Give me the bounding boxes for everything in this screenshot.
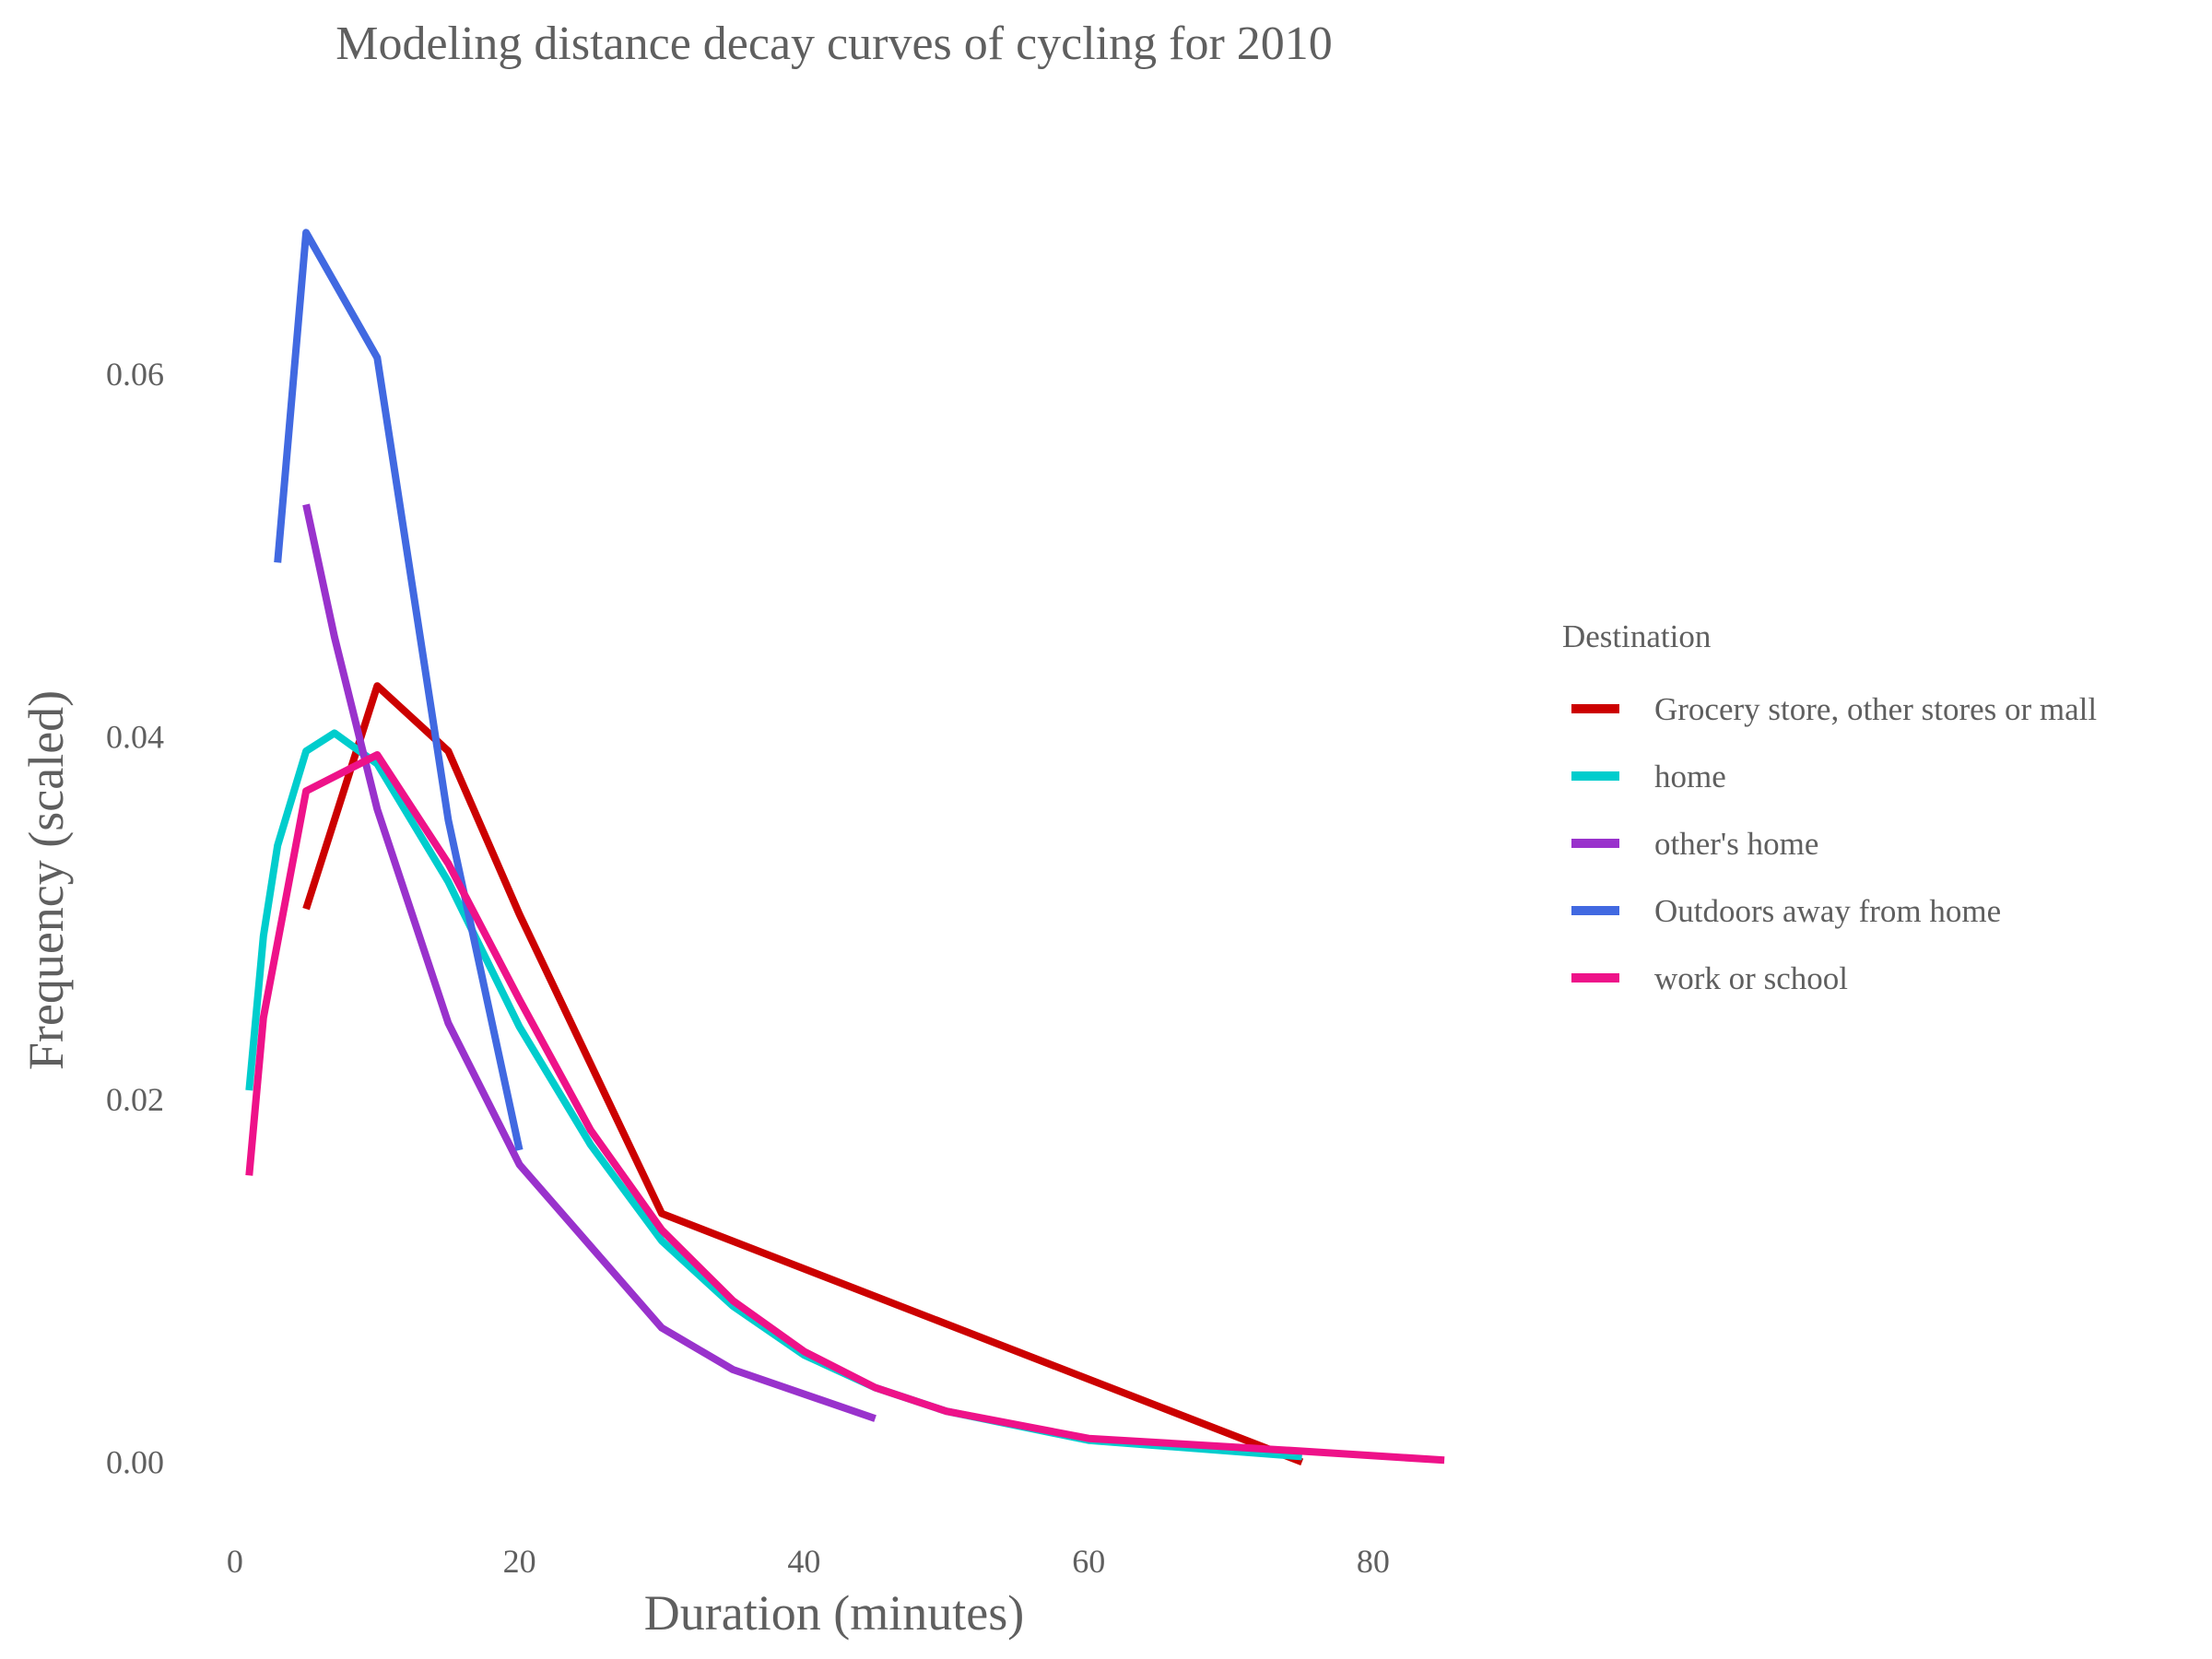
plot-area	[245, 229, 1445, 1466]
legend-title: Destination	[1562, 618, 1711, 654]
y-tick-label-3: 0.04	[106, 718, 164, 755]
legend-item-2: home	[1571, 759, 1726, 794]
legend-item-3: other's home	[1571, 826, 1818, 862]
y-axis-ticks: 0.00 0.02 0.04 0.06	[106, 356, 164, 1481]
x-axis-ticks: 0 20 40 60 80	[227, 1543, 1390, 1580]
x-tick-label-2: 20	[503, 1543, 536, 1580]
y-tick-label-4: 0.06	[106, 356, 164, 393]
y-tick-label-2: 0.02	[106, 1081, 164, 1118]
x-tick-label-3: 40	[787, 1543, 820, 1580]
series-line-3	[302, 503, 877, 1422]
series-line-2	[245, 729, 1303, 1461]
x-tick-label-4: 60	[1072, 1543, 1105, 1580]
legend: Destination Grocery store, other stores …	[1562, 618, 2097, 996]
x-tick-label-1: 0	[227, 1543, 243, 1580]
legend-label-3: other's home	[1654, 826, 1818, 862]
x-tick-label-5: 80	[1357, 1543, 1390, 1580]
chart-title: Modeling distance decay curves of cyclin…	[335, 18, 1333, 70]
legend-label-4: Outdoors away from home	[1654, 893, 2001, 929]
legend-item-1: Grocery store, other stores or mall	[1571, 691, 2097, 727]
legend-item-5: work or school	[1571, 960, 1848, 996]
series-line-1	[302, 682, 1304, 1466]
legend-label-2: home	[1654, 759, 1726, 794]
series-line-4	[274, 229, 524, 1151]
series-line-5	[245, 751, 1445, 1465]
x-axis-title: Duration (minutes)	[644, 1585, 1024, 1641]
legend-label-1: Grocery store, other stores or mall	[1654, 691, 2097, 727]
y-tick-label-1: 0.00	[106, 1443, 164, 1480]
legend-label-5: work or school	[1654, 960, 1848, 996]
legend-item-4: Outdoors away from home	[1571, 893, 2001, 929]
legend-items: Grocery store, other stores or mall home o…	[1571, 691, 2097, 996]
y-axis-title: Frequency (scaled)	[18, 690, 74, 1070]
